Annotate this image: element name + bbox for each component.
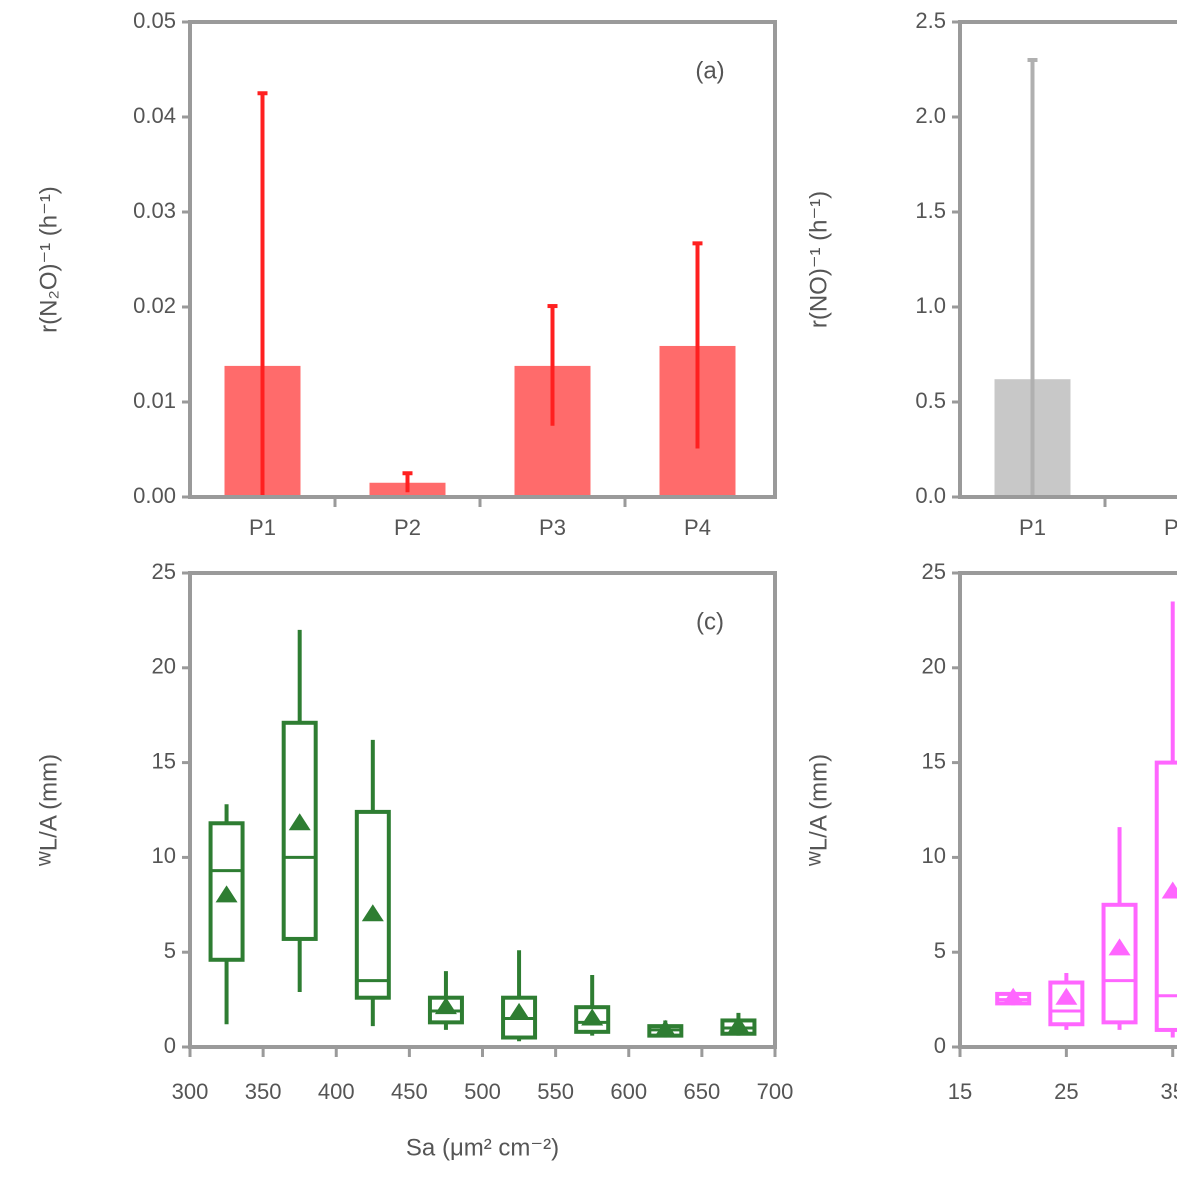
- mean-marker: [434, 997, 457, 1015]
- y-tick-label: 0.5: [915, 388, 946, 413]
- panel: 0 5 10 15 20 25 ᵂL/A (mm) (c) 300 350 400 450 500 550…: [35, 559, 793, 1162]
- x-tick-label: 600: [610, 1079, 647, 1104]
- y-tick-label: 0.05: [133, 8, 176, 33]
- y-tick-label: 0.01: [133, 388, 176, 413]
- y-tick-label: 25: [152, 559, 176, 584]
- y-tick-label: 1.5: [915, 198, 946, 223]
- y-tick-label: 10: [922, 843, 946, 868]
- plot-area: [208, 629, 757, 1042]
- y-tick-label: 20: [152, 654, 176, 679]
- y-tick-label: 15: [922, 748, 946, 773]
- y-tick-label: 0.00: [133, 483, 176, 508]
- mean-marker: [288, 813, 311, 831]
- y-tick-label: 5: [934, 938, 946, 963]
- panel: 0 5 10 15 20 25 ᵂL/A (mm) 15 25 35: [805, 559, 1177, 1104]
- y-axis-label: r(NO)⁻¹ (h⁻¹): [805, 191, 832, 328]
- y-tick-label: 20: [922, 654, 946, 679]
- x-tick-label: 350: [245, 1079, 282, 1104]
- mean-marker: [1055, 987, 1078, 1005]
- x-tick-label: P2: [1164, 515, 1177, 540]
- panel: 0.00 0.01 0.02 0.03 0.04 0.05 r(N₂O)⁻¹ (h⁻¹) (a…: [35, 8, 777, 540]
- axes-frame: [958, 20, 1177, 499]
- y-tick-label: 2.0: [915, 103, 946, 128]
- x-axis-label: Sa (μm² cm⁻²): [406, 1134, 559, 1161]
- y-axis-label: ᵂL/A (mm): [805, 754, 832, 866]
- y-axis-label: ᵂL/A (mm): [35, 754, 62, 866]
- x-tick-label: 35: [1160, 1079, 1177, 1104]
- mean-marker: [1002, 987, 1025, 1005]
- mean-marker: [215, 885, 238, 903]
- x-tick-label: P4: [684, 515, 711, 540]
- panel-label: (c): [696, 608, 724, 635]
- mean-marker: [508, 1002, 531, 1020]
- y-tick-label: 5: [164, 938, 176, 963]
- y-tick-label: 2.5: [915, 8, 946, 33]
- axes-frame: [958, 571, 1177, 1049]
- x-tick-label: 25: [1054, 1079, 1078, 1104]
- x-tick-label: P1: [249, 515, 276, 540]
- axes-frame: [188, 20, 777, 499]
- y-tick-label: 10: [152, 843, 176, 868]
- mean-marker: [361, 904, 384, 922]
- x-tick-label: P2: [394, 515, 421, 540]
- y-tick-label: 15: [152, 748, 176, 773]
- panel: 0.0 0.5 1.0 1.5 2.0 2.5 r(NO)⁻¹ (h⁻¹) P1 P2: [805, 8, 1177, 540]
- mean-marker: [727, 1016, 750, 1034]
- y-tick-label: 1.0: [915, 293, 946, 318]
- box: [281, 720, 318, 941]
- plot-area: [995, 601, 1177, 1038]
- x-tick-label: 700: [757, 1079, 794, 1104]
- mean-marker: [581, 1008, 604, 1026]
- x-tick-label: P1: [1019, 515, 1046, 540]
- mean-marker: [654, 1019, 677, 1037]
- y-tick-label: 0.04: [133, 103, 176, 128]
- plot-area: [224, 91, 736, 497]
- x-tick-label: 300: [172, 1079, 209, 1104]
- panel-label: (a): [695, 57, 724, 84]
- x-tick-label: 550: [537, 1079, 574, 1104]
- y-tick-label: 0: [934, 1033, 946, 1058]
- x-tick-label: 15: [948, 1079, 972, 1104]
- mean-marker: [1108, 938, 1131, 956]
- plot-area: [994, 58, 1071, 497]
- mean-marker: [1161, 881, 1177, 899]
- y-tick-label: 0: [164, 1033, 176, 1058]
- box: [1101, 902, 1138, 1025]
- y-tick-label: 0.02: [133, 293, 176, 318]
- x-tick-label: P3: [539, 515, 566, 540]
- y-axis-label: r(N₂O)⁻¹ (h⁻¹): [35, 186, 62, 333]
- y-tick-label: 25: [922, 559, 946, 584]
- x-tick-label: 450: [391, 1079, 428, 1104]
- y-tick-label: 0.03: [133, 198, 176, 223]
- y-tick-label: 0.0: [915, 483, 946, 508]
- axes-frame: [188, 571, 777, 1049]
- x-tick-label: 650: [684, 1079, 721, 1104]
- x-tick-label: 400: [318, 1079, 355, 1104]
- x-tick-label: 500: [464, 1079, 501, 1104]
